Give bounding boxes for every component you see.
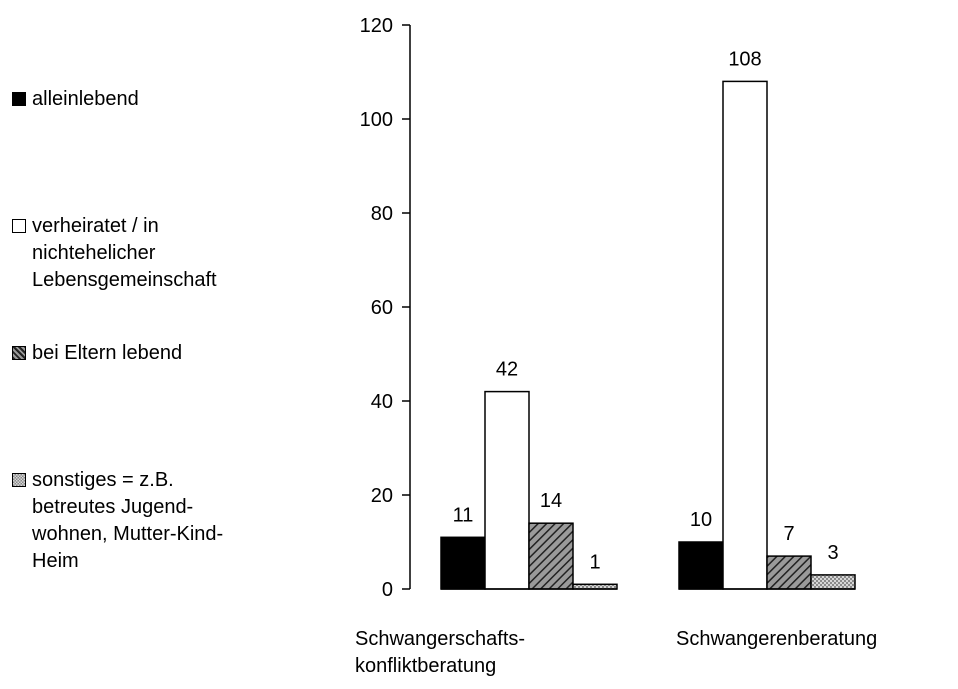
bar-value-label: 10 xyxy=(690,509,712,531)
bar-value-label: 7 xyxy=(783,523,794,545)
y-tick-label: 40 xyxy=(371,391,393,413)
legend-item: verheiratet / in nichtehelicher Lebensge… xyxy=(12,213,302,294)
bar-value-label: 14 xyxy=(540,490,562,512)
legend-swatch xyxy=(12,92,26,106)
bars-group xyxy=(440,80,856,590)
bar xyxy=(528,522,574,590)
bar-value-label: 3 xyxy=(827,542,838,564)
bar-value-label: 11 xyxy=(453,504,474,526)
legend-label: bei Eltern lebend xyxy=(32,342,183,364)
legend-label: sonstiges = z.B. betreutes Jugend- wohne… xyxy=(32,469,224,572)
legend-label: verheiratet / in nichtehelicher Lebensge… xyxy=(32,215,217,291)
bar-value-label: 42 xyxy=(496,359,518,381)
bar xyxy=(722,80,768,590)
category-label: Schwangerschafts- konfliktberatung xyxy=(355,628,526,677)
y-tick-label: 120 xyxy=(360,15,393,37)
value-labels-group: 11 42 14 1 10 108 7 3 xyxy=(453,48,839,573)
legend-item: sonstiges = z.B. betreutes Jugend- wohne… xyxy=(12,467,302,575)
y-tick-label: 20 xyxy=(371,485,393,507)
legend-swatch xyxy=(12,473,26,487)
category-label: Schwangerenberatung xyxy=(676,628,878,650)
legend-swatch xyxy=(12,219,26,233)
bar xyxy=(678,541,724,590)
bar xyxy=(440,536,486,590)
bar xyxy=(766,555,812,590)
legend-item: bei Eltern lebend xyxy=(12,340,302,367)
legend-swatch xyxy=(12,346,26,360)
legend-label: alleinlebend xyxy=(32,88,139,110)
y-tick-label: 100 xyxy=(360,109,393,131)
legend-item: alleinlebend xyxy=(12,86,302,113)
bar-value-label: 1 xyxy=(589,551,600,573)
y-tick-label: 60 xyxy=(371,297,393,319)
bar xyxy=(810,574,856,590)
y-tick-label: 0 xyxy=(382,579,393,601)
bar-value-label: 108 xyxy=(728,48,761,70)
bar xyxy=(484,390,530,590)
y-axis: 0 20 40 60 80 100 120 xyxy=(360,15,411,601)
y-tick-label: 80 xyxy=(371,203,393,225)
